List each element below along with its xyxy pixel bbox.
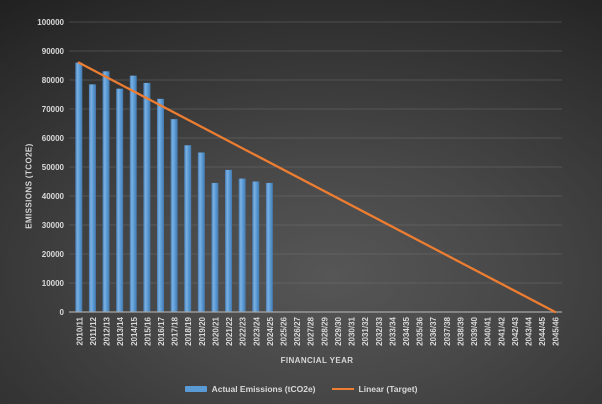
x-tick-label-2040/41: 2040/41 — [484, 316, 493, 345]
y-tick-label: 80000 — [42, 76, 65, 85]
x-tick-label-2010/11: 2010/11 — [75, 316, 84, 345]
bar-2017/18 — [170, 119, 178, 313]
x-tick-label-2035/36: 2035/36 — [416, 316, 425, 345]
legend-bar-swatch-icon — [184, 386, 207, 392]
x-tick-label-2042/43: 2042/43 — [511, 316, 520, 345]
x-tick-label-2034/35: 2034/35 — [402, 316, 411, 345]
legend-item-linear-target: Linear (Target) — [331, 384, 418, 394]
chart-legend: Actual Emissions (tCO2e) Linear (Target) — [0, 384, 602, 394]
x-tick-label-2025/26: 2025/26 — [279, 316, 288, 345]
bar-2011/12 — [88, 84, 96, 312]
x-tick-label-2030/31: 2030/31 — [348, 316, 357, 345]
x-tick-label-2014/15: 2014/15 — [130, 316, 139, 345]
target-trend-line — [77, 61, 557, 314]
x-tick-label-2017/18: 2017/18 — [171, 316, 180, 345]
x-tick-label-2011/12: 2011/12 — [89, 316, 98, 345]
y-tick-label: 90000 — [42, 47, 65, 56]
legend-item-actual-emissions: Actual Emissions (tCO2e) — [184, 384, 316, 394]
bar-2010/11 — [75, 62, 83, 312]
x-tick-label-2018/19: 2018/19 — [184, 316, 193, 345]
y-tick-label: 50000 — [42, 163, 65, 172]
x-tick-label-2033/34: 2033/34 — [388, 316, 397, 345]
x-axis-title: FINANCIAL YEAR — [280, 356, 354, 365]
x-tick-label-2039/40: 2039/40 — [470, 316, 479, 345]
x-tick-label-2012/13: 2012/13 — [103, 316, 112, 345]
y-tick-label: 20000 — [42, 250, 65, 259]
y-tick-label: 60000 — [42, 134, 65, 143]
bar-2021/22 — [225, 169, 233, 312]
x-tick-label-2013/14: 2013/14 — [116, 316, 125, 345]
legend-label-actual-emissions: Actual Emissions (tCO2e) — [211, 384, 316, 394]
x-tick-label-2036/37: 2036/37 — [429, 316, 438, 345]
bar-2018/19 — [184, 145, 192, 312]
x-tick-label-2022/23: 2022/23 — [239, 316, 248, 345]
x-tick-label-2021/22: 2021/22 — [225, 316, 234, 345]
bar-2020/21 — [211, 182, 219, 312]
bar-2012/13 — [102, 71, 110, 312]
x-tick-label-2041/42: 2041/42 — [497, 316, 506, 345]
x-tick-label-2024/25: 2024/25 — [266, 316, 275, 345]
bar-2013/14 — [116, 88, 124, 312]
x-tick-label-2028/29: 2028/29 — [320, 316, 329, 345]
y-tick-label: 70000 — [42, 105, 65, 114]
x-tick-label-2027/28: 2027/28 — [307, 316, 316, 345]
y-tick-label: 10000 — [42, 279, 65, 288]
y-axis-title: EMISSIONS (tCO2e) — [24, 143, 34, 229]
x-tick-label-2023/24: 2023/24 — [252, 316, 261, 345]
bar-2016/17 — [156, 98, 164, 312]
x-tick-label-2020/21: 2020/21 — [211, 316, 220, 345]
x-tick-label-2043/44: 2043/44 — [524, 316, 533, 345]
x-tick-label-2026/27: 2026/27 — [293, 316, 302, 345]
x-tick-label-2015/16: 2015/16 — [143, 316, 152, 345]
bar-2015/16 — [143, 82, 151, 313]
bar-2022/23 — [238, 178, 246, 312]
legend-label-linear-target: Linear (Target) — [358, 384, 418, 394]
y-tick-label: 0 — [60, 308, 65, 317]
bar-2014/15 — [129, 75, 137, 313]
x-tick-label-2031/32: 2031/32 — [361, 316, 370, 345]
legend-line-swatch-icon — [331, 388, 354, 390]
x-tick-label-2016/17: 2016/17 — [157, 316, 166, 345]
x-tick-label-2037/38: 2037/38 — [443, 316, 452, 345]
x-tick-label-2029/30: 2029/30 — [334, 316, 343, 345]
x-tick-label-2038/39: 2038/39 — [456, 316, 465, 345]
x-tick-label-2045/46: 2045/46 — [552, 316, 561, 345]
x-tick-label-2032/33: 2032/33 — [375, 316, 384, 345]
bar-2023/24 — [252, 181, 260, 312]
y-tick-label: 30000 — [42, 221, 65, 230]
bar-2019/20 — [197, 152, 205, 312]
bar-2024/25 — [265, 182, 273, 312]
x-tick-label-2019/20: 2019/20 — [198, 316, 207, 345]
y-tick-label: 100000 — [37, 18, 64, 27]
x-tick-label-2044/45: 2044/45 — [538, 316, 547, 345]
y-tick-label: 40000 — [42, 192, 65, 201]
